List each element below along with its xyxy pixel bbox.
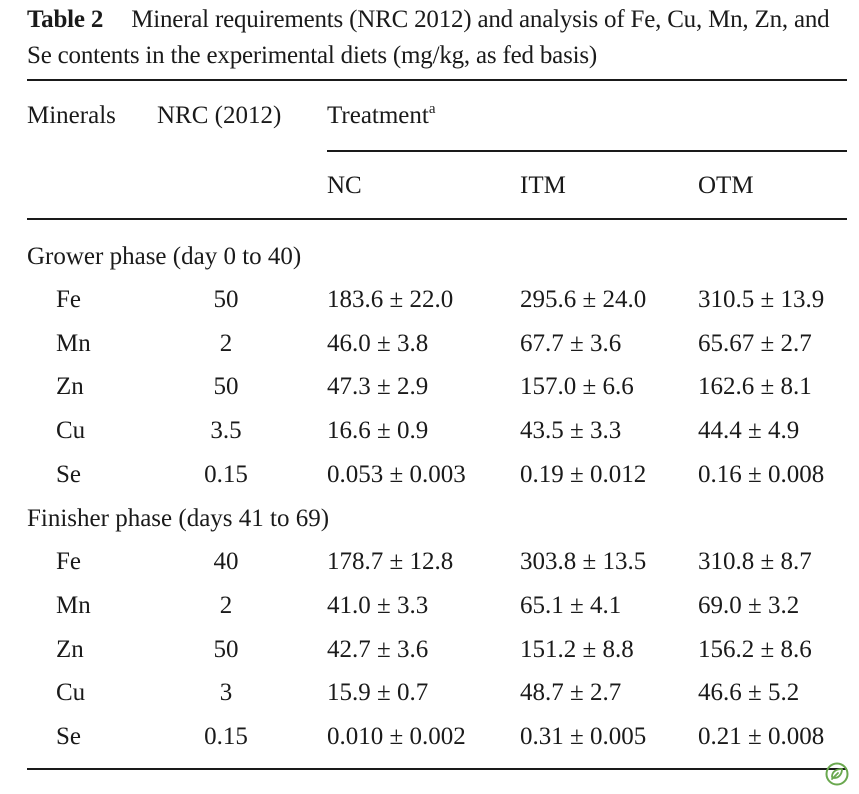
table-caption-text: Mineral requirements (NRC 2012) and anal… [27,6,830,69]
nrc-cell: 50 [213,636,239,663]
otm-cell: 65.67 ± 2.7 [698,330,812,357]
mineral-cell: Zn [56,636,84,663]
mineral-cell: Zn [56,373,84,400]
nc-cell: 15.9 ± 0.7 [327,679,429,706]
otm-cell: 0.21 ± 0.008 [698,723,825,750]
otm-cell: 310.5 ± 13.9 [698,286,825,313]
header-treatment-label: Treatment [327,102,429,129]
table-caption: Table 2 Mineral requirements (NRC 2012) a… [27,2,857,74]
header-rule [27,218,847,220]
top-rule [27,79,847,81]
otm-cell: 44.4 ± 4.9 [698,417,800,444]
header-itm: ITM [520,172,566,199]
itm-cell: 0.31 ± 0.005 [520,723,647,750]
header-nrc: NRC (2012) [157,102,282,129]
mineral-cell: Mn [56,330,91,357]
mineral-cell: Cu [56,417,86,444]
itm-cell: 0.19 ± 0.012 [520,461,647,488]
mineral-cell: Mn [56,592,91,619]
nrc-cell: 50 [213,373,239,400]
otm-cell: 310.8 ± 8.7 [698,548,812,575]
nc-cell: 0.010 ± 0.002 [327,723,466,750]
nrc-cell: 0.15 [204,461,248,488]
mineral-cell: Fe [56,286,81,313]
otm-cell: 46.6 ± 5.2 [698,679,800,706]
mineral-cell: Se [56,461,81,488]
header-treatment: Treatmenta [327,101,436,131]
table-label: Table 2 [27,6,104,33]
otm-cell: 156.2 ± 8.6 [698,636,812,663]
nc-cell: 41.0 ± 3.3 [327,592,429,619]
bottom-rule [27,768,847,770]
nrc-cell: 2 [219,330,233,357]
nrc-cell: 2 [219,592,233,619]
nc-cell: 16.6 ± 0.9 [327,417,429,444]
otm-cell: 162.6 ± 8.1 [698,373,812,400]
nrc-cell: 0.15 [204,723,248,750]
treatment-rule [327,150,847,152]
nc-cell: 42.7 ± 3.6 [327,636,429,663]
itm-cell: 43.5 ± 3.3 [520,417,622,444]
nrc-cell: 3 [219,679,233,706]
header-minerals: Minerals [27,102,116,129]
itm-cell: 151.2 ± 8.8 [520,636,634,663]
nc-cell: 46.0 ± 3.8 [327,330,429,357]
itm-cell: 48.7 ± 2.7 [520,679,622,706]
nc-cell: 178.7 ± 12.8 [327,548,454,575]
itm-cell: 295.6 ± 24.0 [520,286,647,313]
mineral-cell: Se [56,723,81,750]
section-title-grower: Grower phase (day 0 to 40) [27,243,302,270]
section-title-finisher: Finisher phase (days 41 to 69) [27,505,330,532]
nc-cell: 47.3 ± 2.9 [327,373,429,400]
itm-cell: 67.7 ± 3.6 [520,330,622,357]
nc-cell: 0.053 ± 0.003 [327,461,466,488]
nrc-cell: 50 [213,286,239,313]
otm-cell: 0.16 ± 0.008 [698,461,825,488]
itm-cell: 303.8 ± 13.5 [520,548,647,575]
header-otm: OTM [698,172,754,199]
header-treatment-footnote: a [428,101,436,117]
itm-cell: 157.0 ± 6.6 [520,373,634,400]
mineral-cell: Cu [56,679,86,706]
nrc-cell: 3.5 [210,417,242,444]
nrc-cell: 40 [213,548,239,575]
header-nc: NC [327,172,362,199]
itm-cell: 65.1 ± 4.1 [520,592,622,619]
nc-cell: 183.6 ± 22.0 [327,286,454,313]
mineral-cell: Fe [56,548,81,575]
otm-cell: 69.0 ± 3.2 [698,592,800,619]
leaf-badge-icon [825,762,849,786]
